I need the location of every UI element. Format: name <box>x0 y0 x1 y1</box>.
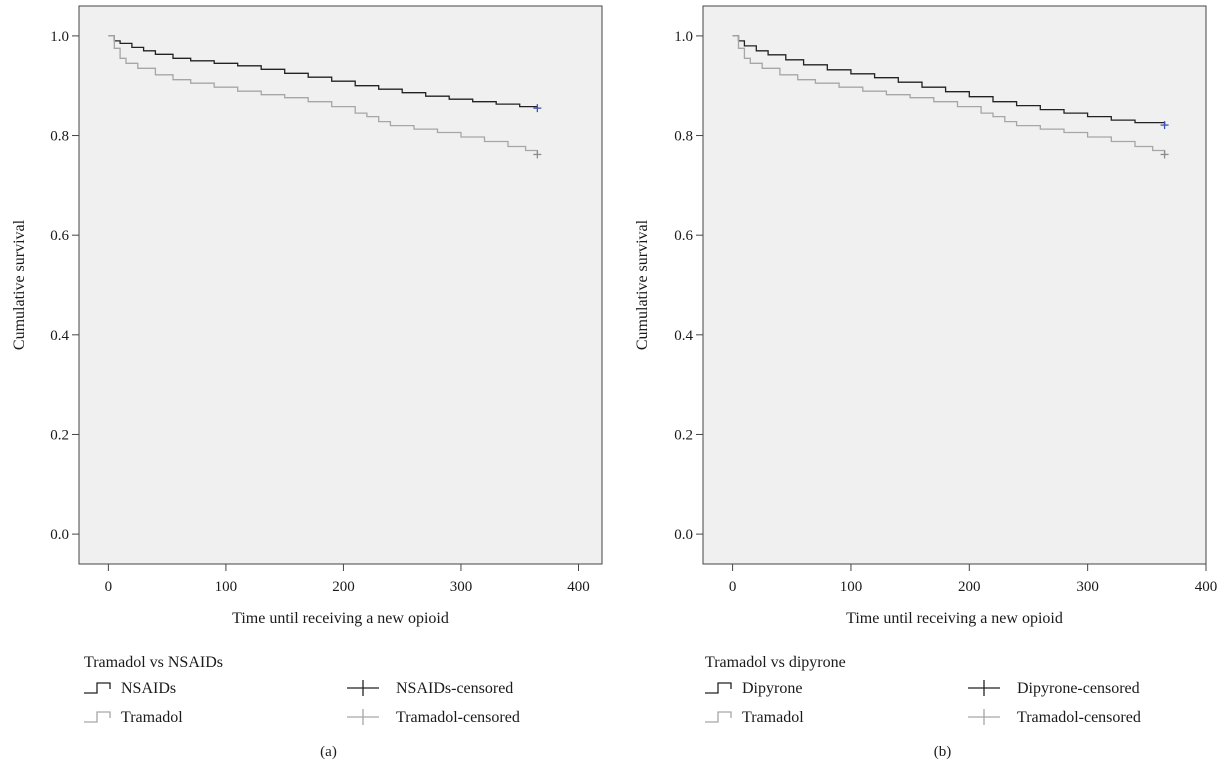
x-tick-label: 0 <box>105 579 113 595</box>
x-tick-label: 300 <box>1076 579 1099 595</box>
legend-item-label: Tramadol-censored <box>1017 709 1141 726</box>
censor-mark-nsaids <box>533 104 542 113</box>
y-tick-label: 1.0 <box>674 29 693 45</box>
legend-swatch-step <box>705 711 732 723</box>
y-axis-label: Cumulative survival <box>11 219 28 350</box>
x-axis-label: Time until receiving a new opioid <box>846 610 1063 627</box>
legend-item-label: Tramadol-censored <box>396 709 520 726</box>
y-tick-label: 0.8 <box>674 129 693 145</box>
x-tick-label: 200 <box>958 579 981 595</box>
x-tick-label: 0 <box>729 579 737 595</box>
km-panel-b: 0.0 0.2 0.4 0.6 0.8 1.0 0 100 200 300 400 Time unti… <box>634 5 1218 760</box>
plot-area <box>78 5 603 565</box>
series-line-nsaids <box>108 35 539 109</box>
y-tick-label: 1.0 <box>50 29 69 45</box>
legend-swatch-step <box>84 682 111 694</box>
x-tick-label: 100 <box>215 579 238 595</box>
legend-item-label: NSAIDs <box>121 680 176 697</box>
y-tick-label: 0.2 <box>674 427 693 443</box>
series-line-tramadol <box>732 35 1166 155</box>
series-line-tramadol <box>108 35 539 155</box>
legend-swatch-step <box>84 711 111 723</box>
x-tick-label: 300 <box>450 579 473 595</box>
y-tick-label: 0.2 <box>50 427 69 443</box>
y-axis-label: Cumulative survival <box>634 219 651 350</box>
y-tick-label: 0.6 <box>674 228 693 244</box>
x-tick-label: 200 <box>332 579 355 595</box>
y-tick-label: 0.6 <box>50 228 69 244</box>
panel-label: (a) <box>320 744 337 760</box>
x-axis-label: Time until receiving a new opioid <box>232 610 449 627</box>
x-tick-label: 400 <box>1195 579 1218 595</box>
legend-item-label: Dipyrone <box>742 680 802 697</box>
legend-item-label: NSAIDs-censored <box>396 680 513 697</box>
y-tick-label: 0.8 <box>50 129 69 145</box>
series-line-dipyrone <box>732 35 1166 126</box>
legend-item-label: Dipyrone-censored <box>1017 680 1140 697</box>
legend-title: Tramadol vs dipyrone <box>705 654 846 671</box>
y-tick-label: 0.4 <box>674 328 693 344</box>
y-tick-label: 0.0 <box>674 527 693 543</box>
y-tick-label: 0.4 <box>50 328 69 344</box>
censor-mark-dipyrone <box>1160 121 1169 130</box>
legend-item-label: Tramadol <box>742 709 804 726</box>
y-tick-label: 0.0 <box>50 527 69 543</box>
x-tick-label: 400 <box>567 579 590 595</box>
panel-label: (b) <box>934 744 952 760</box>
x-tick-label: 100 <box>840 579 863 595</box>
censor-mark-tramadol <box>533 150 542 159</box>
plot-area <box>702 5 1207 565</box>
censor-mark-tramadol <box>1160 150 1169 159</box>
legend-item-label: Tramadol <box>121 709 183 726</box>
km-panel-a: 0.0 0.2 0.4 0.6 0.8 1.0 0 100 200 300 400 Time unti… <box>11 5 603 760</box>
legend-swatch-step <box>705 682 732 694</box>
legend-title: Tramadol vs NSAIDs <box>84 654 223 671</box>
